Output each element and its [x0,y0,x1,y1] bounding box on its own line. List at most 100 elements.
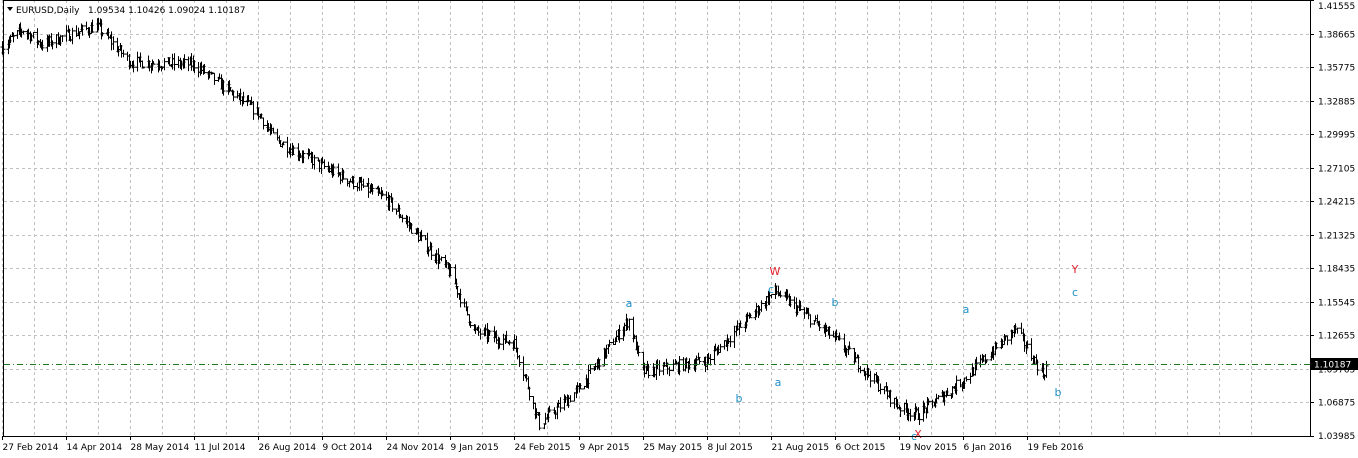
price-bar [607,339,612,347]
current-price-label-bg [1311,358,1358,370]
x-tick-label: 14 Apr 2014 [67,443,123,453]
current-price-label-text: 1.10187 [1314,361,1351,371]
price-bar [151,61,156,65]
y-tick-label: 1.12655 [1318,332,1355,342]
price-bar [202,63,207,74]
price-bar [40,39,45,51]
price-bar [588,364,593,374]
price-bar [448,264,453,277]
y-tick-label: 1.03985 [1318,432,1355,442]
wave-label: W [770,265,781,278]
price-bar [547,405,552,413]
price-bar [568,395,573,403]
price-bar [361,178,366,189]
price-bar [878,383,883,395]
price-bar [817,320,822,331]
chart-title: EURUSD,Daily 1.09534 1.10426 1.09024 1.1… [7,6,245,16]
price-bar [331,163,336,177]
price-bar [221,79,226,96]
y-tick-label: 1.35775 [1318,64,1355,74]
y-tick-label: 1.24215 [1318,198,1355,208]
wave-label: b [832,296,839,309]
plot-frame [3,0,1311,437]
price-bar [954,375,959,395]
price-bar [888,389,893,408]
price-bar [231,90,236,101]
wave-label: b [736,392,743,405]
price-bar [636,345,641,357]
price-bar [301,150,306,164]
price-bar [537,411,542,431]
price-bar [281,141,286,146]
price-bar [50,40,55,50]
price-bar [429,242,434,261]
price-bar [182,54,187,69]
price-bar [527,386,532,401]
price-bar [11,32,16,43]
price-bar [1005,335,1010,346]
x-tick-label: 25 May 2015 [644,443,703,453]
price-bar [312,154,317,170]
price-bar [291,145,296,156]
price-bar [1035,359,1040,376]
x-tick-label: 19 Feb 2016 [1028,443,1084,453]
price-bar [728,335,733,348]
price-bar [390,197,395,212]
x-tick-label: 24 Nov 2014 [387,443,445,453]
wave-label: a [775,376,782,389]
price-bar [162,58,167,71]
price-bar [847,341,852,350]
x-tick-label: 9 Apr 2015 [580,443,630,453]
price-bar [597,359,602,371]
wave-label: c [768,283,774,296]
y-tick-label: 1.38665 [1318,31,1355,41]
price-axis[interactable]: 1.41555 1.38665 1.35775 1.32885 1.29995 1.271… [1310,0,1355,443]
price-bar [439,256,444,262]
price-bar [677,355,682,376]
price-bar [1044,360,1049,378]
y-tick-label: 1.09765 [1318,366,1355,376]
price-bar [994,342,999,350]
symbol-timeframe: EURUSD,Daily [16,6,80,16]
price-bar [798,300,803,311]
price-bar [70,27,75,45]
price-bar [697,356,702,365]
price-bar [517,355,522,367]
ohlc-values: 1.09534 1.10426 1.09024 1.10187 [88,6,245,16]
wave-label: X [914,428,922,441]
price-bar [100,32,105,37]
price-bar [917,413,922,425]
price-bar [808,314,813,328]
x-tick-label: 21 Aug 2015 [772,443,830,453]
x-tick-label: 9 Oct 2014 [323,443,373,453]
price-bar [1015,327,1020,334]
x-tick-label: 19 Nov 2015 [900,443,958,453]
time-axis[interactable]: 27 Feb 2014 14 Apr 2014 28 May 2014 11 Jul … [2,436,1084,453]
price-bar [748,313,753,319]
price-bar [419,229,424,242]
price-bar [936,395,941,400]
y-tick-label: 1.41555 [1318,2,1355,12]
price-bar [827,326,832,339]
x-tick-label: 8 Jul 2015 [708,443,753,453]
price-bar [261,117,266,130]
wave-label: a [963,303,970,316]
price-bar [964,376,969,382]
price-bar [322,159,327,170]
x-tick-label: 11 Jul 2014 [195,443,246,453]
price-bar [667,366,672,377]
price-bar [646,363,651,379]
axes [3,0,1311,437]
price-bar [141,66,146,69]
price-bar [908,408,913,422]
dropdown-triangle-icon[interactable] [7,7,13,11]
price-bar [478,328,483,340]
price-bar [858,366,863,374]
y-tick-label: 1.21325 [1318,232,1355,242]
price-bar [738,320,743,328]
price-bar [769,293,774,299]
y-tick-label: 1.29995 [1318,131,1355,141]
price-bar [370,184,375,195]
